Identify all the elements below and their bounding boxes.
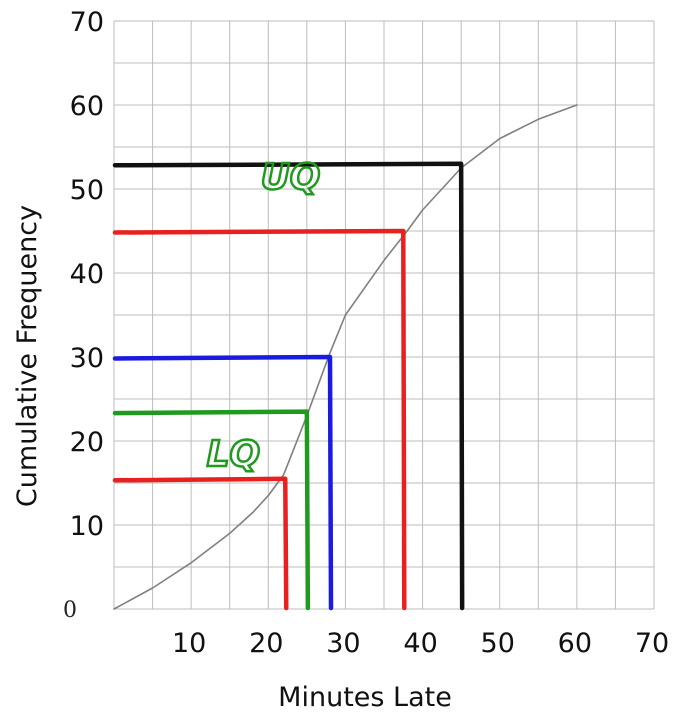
y-tick-label: 60 (70, 91, 104, 122)
x-tick-label: 30 (326, 628, 360, 659)
tick-labels: 0 10 20 30 40 50 60 70 10 20 30 40 50 60 70 (63, 7, 669, 659)
y-axis-title: Cumulative Frequency (12, 205, 43, 507)
y-tick-label: 10 (70, 511, 104, 542)
reference-line (112, 161, 465, 611)
cumulative-frequency-curve (113, 104, 578, 610)
reference-line (112, 409, 311, 611)
x-tick-label: 20 (249, 628, 283, 659)
grid (113, 20, 655, 610)
x-tick-label: 60 (558, 628, 592, 659)
y-tick-label: 50 (70, 175, 104, 206)
x-tick-label: 50 (481, 628, 515, 659)
quartile-annotation: UQ (261, 157, 321, 198)
x-tick-label: 10 (172, 628, 206, 659)
curve-layer (113, 104, 578, 610)
reference-line (112, 228, 407, 611)
y-tick-label: 30 (70, 343, 104, 374)
annotations: UQ LQ (205, 156, 321, 477)
quartile-annotation: LQ (207, 434, 261, 475)
x-axis-title: Minutes Late (278, 682, 452, 712)
x-tick-label: 70 (635, 628, 669, 659)
reference-line (112, 476, 289, 611)
y-tick-label: 40 (70, 259, 104, 290)
y-tick-label: 0 (63, 598, 77, 623)
x-tick-label: 40 (403, 628, 437, 659)
y-tick-label: 20 (70, 427, 104, 458)
quartile-reference-lines (112, 161, 465, 611)
reference-line (112, 354, 334, 611)
y-tick-label: 70 (70, 7, 104, 38)
